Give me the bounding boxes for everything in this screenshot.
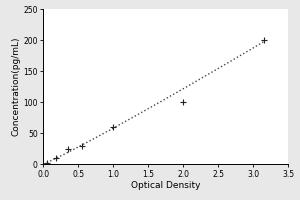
Y-axis label: Concentration(pg/mL): Concentration(pg/mL) xyxy=(12,37,21,136)
X-axis label: Optical Density: Optical Density xyxy=(131,181,201,190)
